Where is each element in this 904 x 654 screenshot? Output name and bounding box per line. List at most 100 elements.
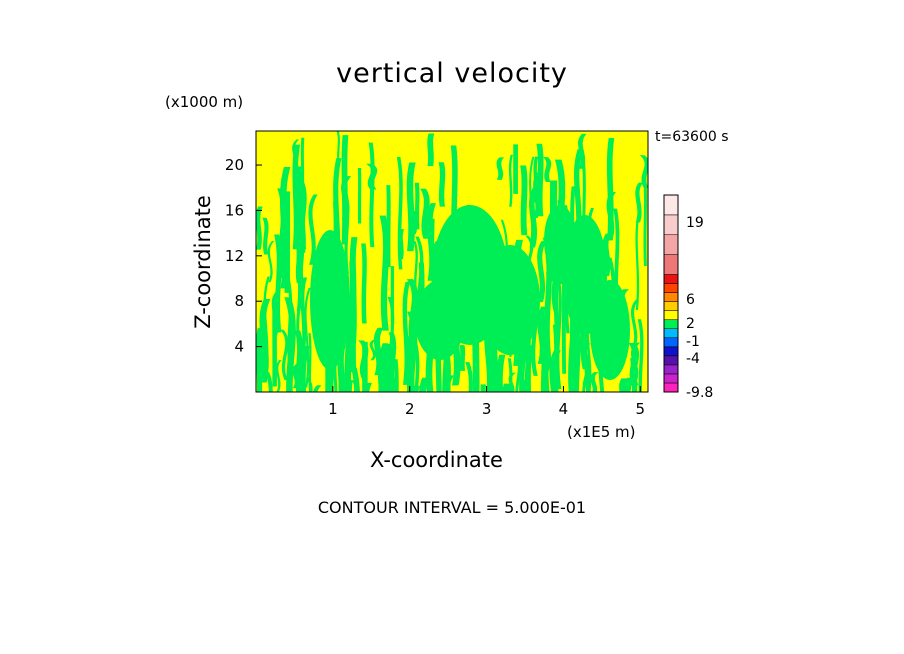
negative-velocity-streak (308, 194, 318, 265)
negative-velocity-streak (328, 380, 332, 392)
negative-velocity-streak (465, 362, 473, 392)
negative-velocity-streak (363, 382, 372, 392)
colorbar-bin (663, 337, 679, 348)
x-tick-label: 3 (482, 400, 492, 418)
negative-velocity-streak (387, 296, 395, 380)
x-tick-label: 5 (636, 400, 646, 418)
colorbar-label: 2 (686, 316, 695, 332)
colorbar-label: 6 (686, 292, 695, 308)
negative-velocity-streak (292, 139, 300, 172)
negative-velocity-streak (508, 154, 514, 207)
negative-velocity-streak (368, 142, 375, 248)
negative-velocity-streak (420, 188, 430, 239)
y-tick-label: 20 (225, 156, 244, 174)
negative-velocity-streak (619, 378, 628, 392)
y-tick-label: 16 (225, 201, 244, 219)
x-axis-unit: (x1E5 m) (567, 423, 636, 441)
negative-velocity-streak (513, 350, 521, 392)
x-tick-label: 1 (328, 400, 338, 418)
negative-velocity-patch (415, 280, 465, 360)
negative-velocity-streak (459, 345, 466, 371)
negative-velocity-streak (361, 243, 367, 324)
negative-velocity-streak (420, 379, 427, 392)
negative-velocity-streak (411, 334, 420, 392)
negative-velocity-streak (414, 182, 420, 230)
colorbar-bin (663, 319, 679, 329)
negative-velocity-streak (262, 217, 269, 255)
negative-velocity-streak (267, 240, 275, 283)
negative-velocity-streak (542, 237, 553, 362)
colorbar-bin (663, 283, 679, 293)
colorbar-bin (663, 310, 679, 320)
negative-velocity-streak (265, 372, 273, 392)
plot-frame (255, 130, 649, 393)
colorbar-bin (663, 301, 679, 311)
colorbar-bin (663, 364, 679, 375)
negative-velocity-streak (284, 192, 291, 254)
colorbar-bin (663, 234, 679, 255)
negative-velocity-streak (536, 143, 544, 217)
negative-velocity-streak (256, 206, 263, 250)
negative-velocity-streak (313, 385, 322, 392)
negative-velocity-streak (496, 354, 506, 392)
negative-velocity-streak (630, 299, 640, 349)
negative-velocity-streak (343, 189, 350, 274)
y-tick-label: 12 (225, 247, 244, 265)
negative-velocity-streak (396, 156, 403, 270)
negative-velocity-patch (480, 245, 540, 355)
colorbar-bin (663, 328, 679, 339)
negative-velocity-streak (513, 144, 518, 194)
negative-velocity-streak (502, 383, 511, 392)
y-tick-label: 8 (234, 292, 244, 310)
negative-velocity-streak (600, 392, 607, 521)
negative-velocity-streak (300, 345, 311, 392)
negative-velocity-streak (543, 157, 552, 183)
colorbar-label: -4 (686, 351, 700, 367)
colorbar-bin (663, 214, 679, 236)
negative-velocity-streak (280, 329, 289, 380)
negative-velocity-streak (635, 213, 640, 311)
negative-velocity-streak (256, 328, 263, 392)
negative-velocity-streak (480, 384, 486, 392)
negative-velocity-streak (393, 359, 399, 392)
y-ticks: 4 8 12 16 20 (225, 156, 262, 356)
negative-velocity-streak (402, 281, 411, 385)
negative-velocity-streak (351, 358, 358, 392)
negative-velocity-streak (508, 372, 517, 392)
negative-velocity-streak (606, 137, 615, 241)
time-label: t=63600 s (655, 129, 729, 145)
negative-velocity-streak (357, 167, 362, 224)
negative-velocity-streak (583, 379, 590, 392)
x-tick-label: 2 (405, 400, 415, 418)
negative-velocity-streak (389, 375, 396, 392)
y-axis-unit: (x1000 m) (165, 93, 244, 111)
y-tick-label: 4 (234, 338, 244, 356)
negative-velocity-streak (584, 354, 591, 392)
negative-velocity-streak (624, 377, 634, 392)
negative-velocity-streak (411, 351, 415, 392)
negative-velocity-streak (300, 206, 307, 253)
colorbar-label: -9.8 (686, 385, 713, 401)
negative-velocity-streak (590, 372, 599, 392)
negative-velocity-streak (537, 241, 547, 303)
negative-velocity-streak (438, 162, 446, 207)
contour-interval-note: CONTOUR INTERVAL = 5.000E-01 (317, 498, 587, 517)
negative-velocity-streak (328, 361, 339, 392)
colorbar-label: -1 (686, 334, 700, 350)
negative-velocity-streak (635, 182, 643, 223)
colorbar-label: 19 (686, 215, 704, 231)
negative-velocity-streak (413, 241, 418, 297)
negative-velocity-streak (300, 277, 308, 354)
colorbar: 19 6 2 -1-4 -9.8 (663, 194, 713, 401)
negative-velocity-streak (554, 271, 562, 389)
negative-velocity-patch (544, 205, 576, 275)
colorbar-frame (663, 194, 679, 393)
negative-velocity-streak (276, 360, 282, 392)
colorbar-bin (663, 292, 679, 302)
negative-velocity-streak (336, 131, 340, 166)
negative-velocity-streak (496, 157, 505, 180)
colorbar-bin (663, 373, 679, 384)
negative-velocity-streak (406, 279, 419, 348)
negative-velocity-streak (637, 319, 644, 392)
